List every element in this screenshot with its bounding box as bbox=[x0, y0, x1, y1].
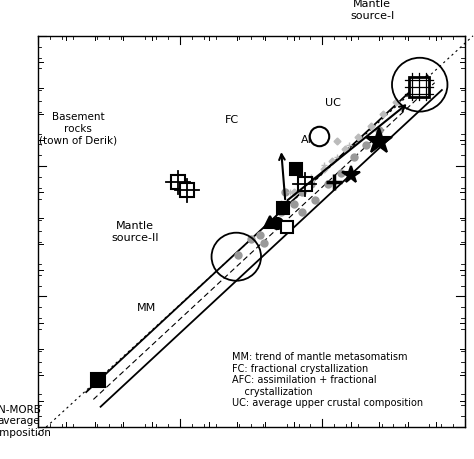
Text: AFC: AFC bbox=[301, 135, 323, 145]
Text: Mantle
source-I: Mantle source-I bbox=[350, 0, 394, 21]
Text: Basement
rocks
(town of Derik): Basement rocks (town of Derik) bbox=[39, 112, 117, 145]
Text: UC: UC bbox=[325, 98, 340, 108]
Text: MM: MM bbox=[137, 302, 156, 313]
Text: FC: FC bbox=[225, 114, 239, 124]
Text: Mantle
source-II: Mantle source-II bbox=[111, 221, 159, 242]
Text: MM: trend of mantle metasomatism
FC: fractional crystallization
AFC: assimilatio: MM: trend of mantle metasomatism FC: fra… bbox=[232, 351, 423, 408]
Text: N-MORB
average
composition: N-MORB average composition bbox=[0, 404, 51, 437]
